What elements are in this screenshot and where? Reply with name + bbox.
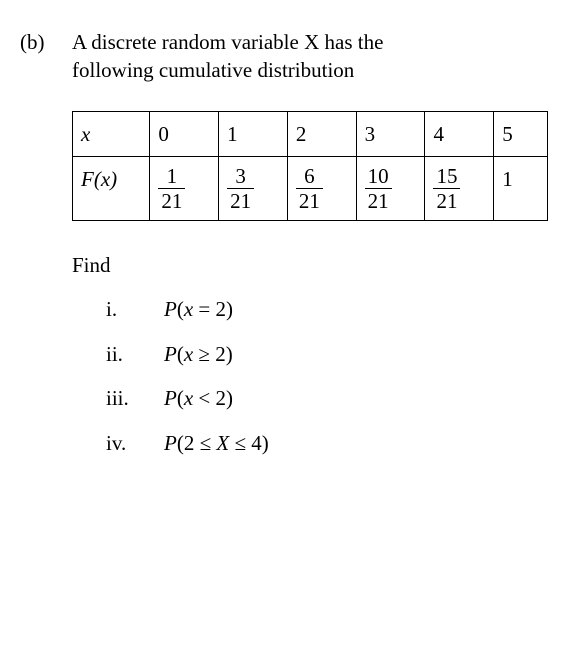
x-col-4: 4	[425, 111, 494, 156]
frac-bot: 21	[158, 189, 185, 212]
expr-lhs: 2	[184, 431, 195, 455]
cdf-table: x 0 1 2 3 4 5 F(x) 121 321 621 1021 1521…	[72, 111, 548, 221]
intro-line-2: following cumulative distribution	[72, 58, 354, 82]
part-label: (b)	[20, 28, 54, 473]
x-col-1: 1	[219, 111, 288, 156]
frac-bot: 21	[365, 189, 392, 212]
P-letter: P	[164, 431, 177, 455]
expr-op2: ≤	[229, 431, 251, 455]
frac-bot: 21	[296, 189, 323, 212]
part-ii-label: ii.	[106, 340, 138, 368]
part-iv-expr: P(2 ≤ X ≤ 4)	[164, 429, 269, 457]
expr-var: x	[184, 297, 193, 321]
P-letter: P	[164, 297, 177, 321]
page: (b) A discrete random variable X has the…	[0, 0, 568, 656]
x-col-2: 2	[287, 111, 356, 156]
F-header-text: F(x)	[81, 167, 117, 191]
P-letter: P	[164, 386, 177, 410]
P-letter: P	[164, 342, 177, 366]
F-col-1: 321	[219, 157, 288, 221]
frac-top: 3	[227, 165, 254, 189]
frac-top: 1	[158, 165, 185, 189]
part-i: i. P(x = 2)	[106, 295, 548, 323]
expr-mid: X	[216, 431, 229, 455]
x-col-3: 3	[356, 111, 425, 156]
F-col-0: 121	[150, 157, 219, 221]
expr-rhs: 4	[251, 431, 262, 455]
expr-var: x	[184, 342, 193, 366]
expr-rhs: 2	[216, 386, 227, 410]
frac-top: 15	[433, 165, 460, 189]
F-col-2: 621	[287, 157, 356, 221]
table-row: x 0 1 2 3 4 5	[73, 111, 548, 156]
part-iv-label: iv.	[106, 429, 138, 457]
part-iii-expr: P(x < 2)	[164, 384, 233, 412]
part-i-expr: P(x = 2)	[164, 295, 233, 323]
row-header-x: x	[73, 111, 150, 156]
expr-rhs: 2	[216, 297, 227, 321]
x-header-text: x	[81, 122, 90, 146]
part-i-label: i.	[106, 295, 138, 323]
intro-line-1: A discrete random variable X has the	[72, 30, 383, 54]
frac-top: 6	[296, 165, 323, 189]
expr-var: x	[184, 386, 193, 410]
frac-top: 10	[365, 165, 392, 189]
problem-b: (b) A discrete random variable X has the…	[20, 28, 548, 473]
row-header-F: F(x)	[73, 157, 150, 221]
expr-op1: ≤	[194, 431, 216, 455]
find-label: Find	[72, 251, 548, 279]
intro-text: A discrete random variable X has the fol…	[72, 28, 548, 85]
part-ii-expr: P(x ≥ 2)	[164, 340, 233, 368]
part-iv: iv. P(2 ≤ X ≤ 4)	[106, 429, 548, 457]
expr-op: ≥	[193, 342, 215, 366]
subparts: i. P(x = 2) ii. P(x ≥ 2) iii. P(x < 2)	[106, 295, 548, 456]
expr-op: =	[193, 297, 215, 321]
table-row: F(x) 121 321 621 1021 1521 1	[73, 157, 548, 221]
expr-op: <	[193, 386, 215, 410]
frac-bot: 21	[433, 189, 460, 212]
F-col-4: 1521	[425, 157, 494, 221]
part-iii-label: iii.	[106, 384, 138, 412]
F-col-5: 1	[494, 157, 548, 221]
frac-bot: 21	[227, 189, 254, 212]
part-ii: ii. P(x ≥ 2)	[106, 340, 548, 368]
part-iii: iii. P(x < 2)	[106, 384, 548, 412]
expr-rhs: 2	[215, 342, 226, 366]
F-col-3: 1021	[356, 157, 425, 221]
x-col-0: 0	[150, 111, 219, 156]
x-col-5: 5	[494, 111, 548, 156]
problem-body: A discrete random variable X has the fol…	[72, 28, 548, 473]
